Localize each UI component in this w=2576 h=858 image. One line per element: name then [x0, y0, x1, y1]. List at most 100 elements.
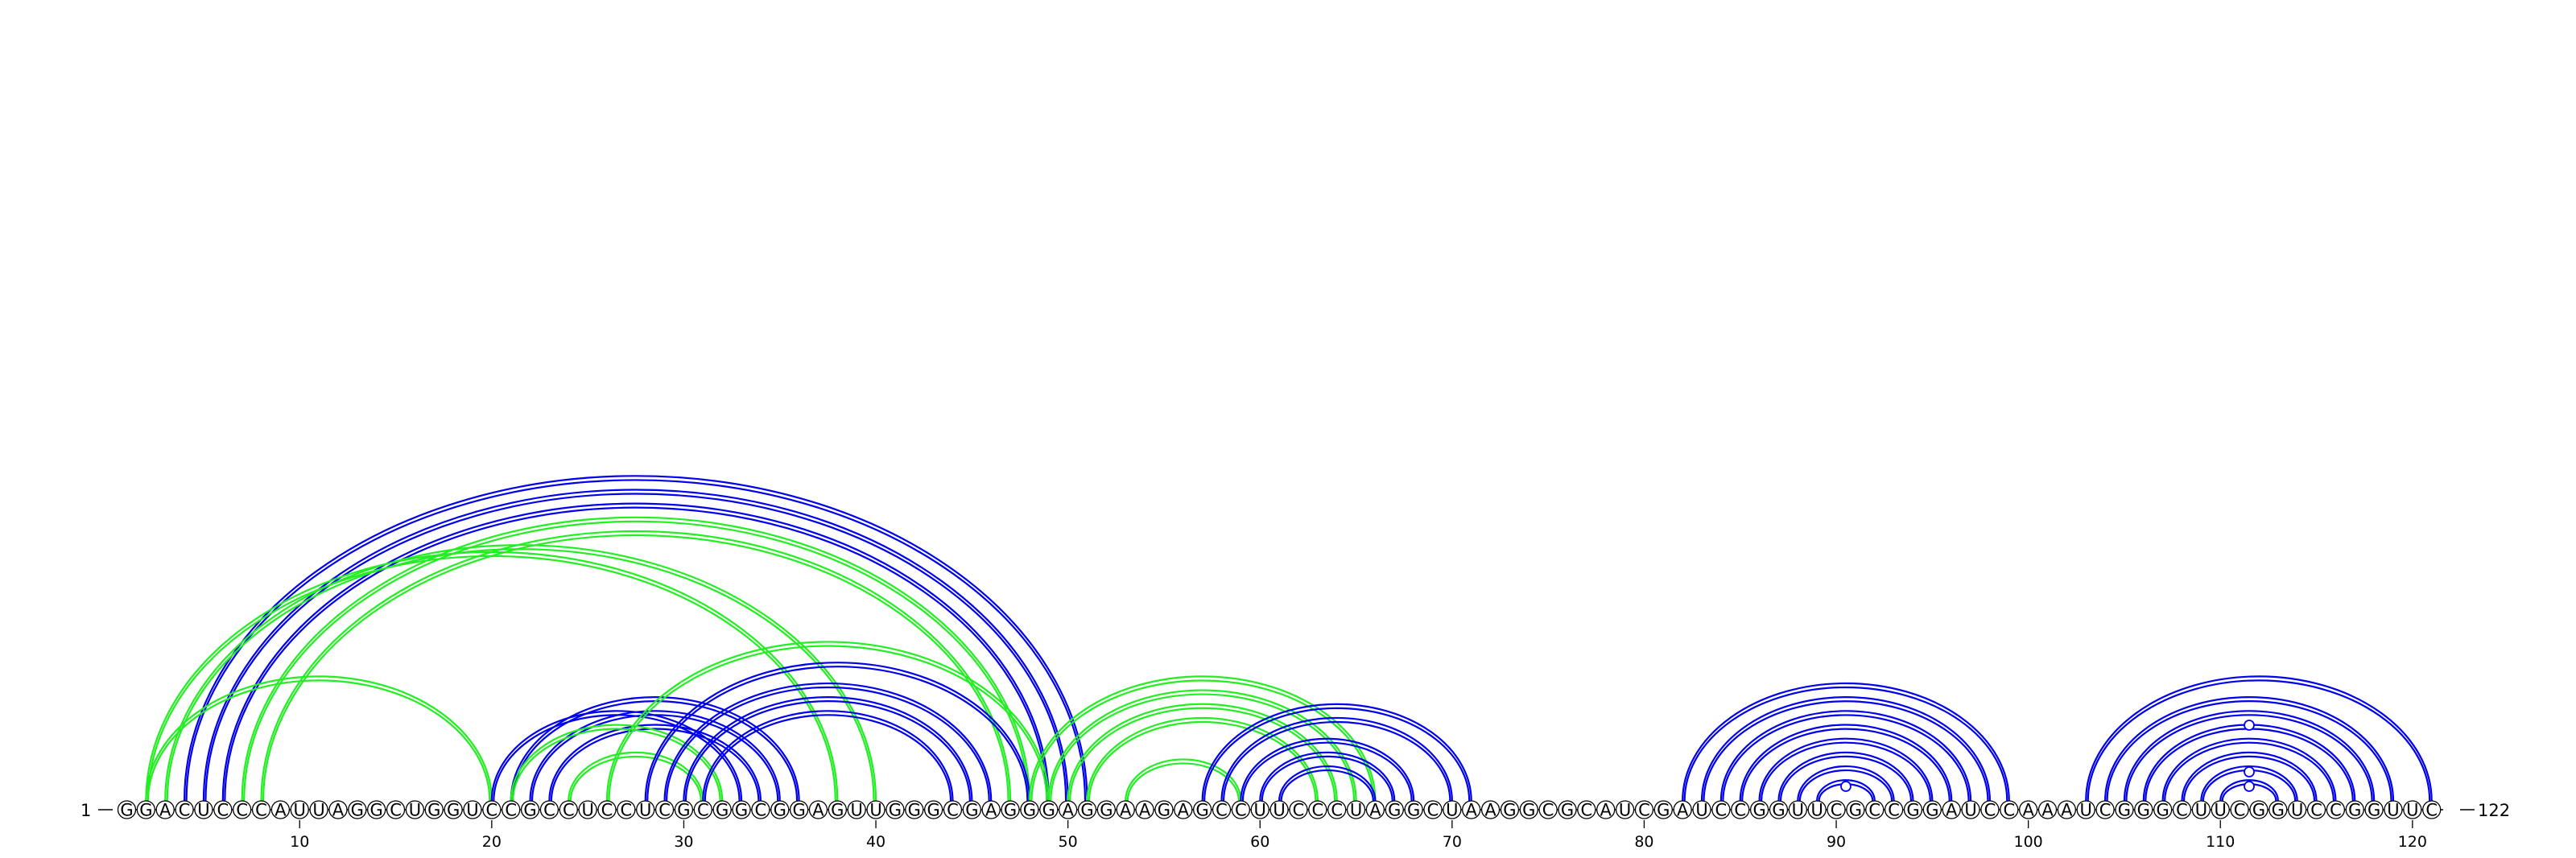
arc-21-36	[510, 696, 800, 802]
arc-50-64-inner	[1069, 707, 1336, 802]
nucleotide: U	[1615, 800, 1635, 820]
nucleotide: C	[1865, 800, 1885, 820]
nucleotide: C	[482, 800, 502, 820]
nucleotide-circle	[1212, 800, 1232, 819]
nucleotide-circle	[1231, 800, 1251, 819]
arc-58-70-inner	[1222, 720, 1451, 802]
nucleotide: G	[1558, 800, 1577, 820]
nucleotide: G	[905, 800, 924, 820]
arc-6-49	[221, 502, 1050, 802]
nucleotide: U	[2076, 800, 2095, 820]
nucleotide-letter: C	[1235, 801, 1247, 820]
nucleotide: G	[1077, 800, 1097, 820]
nucleotide: C	[1577, 800, 1596, 820]
nucleotide-circle	[1865, 800, 1885, 819]
nucleotide: A	[270, 800, 291, 820]
arc-28-48-inner	[646, 666, 1029, 802]
tick-label-10: 10	[290, 833, 309, 851]
nucleotide: G	[1039, 800, 1059, 820]
nucleotide-circle	[1846, 800, 1865, 819]
nucleotide-circle	[2191, 800, 2211, 819]
nucleotide-letter: C	[2099, 801, 2112, 820]
nucleotide: G	[2345, 800, 2364, 820]
arc-104-119-inner	[2106, 700, 2392, 802]
nucleotide-letter: C	[1831, 801, 1843, 820]
nucleotide: U	[1692, 800, 1711, 820]
nucleotide-circle	[2364, 800, 2384, 819]
nucleotide: A	[1462, 800, 1481, 820]
nucleotide-letter: C	[236, 801, 248, 820]
nucleotide: U	[194, 800, 213, 820]
nucleotide-letter: C	[697, 801, 709, 820]
nucleotide-letter: C	[1984, 801, 1996, 820]
nucleotide-circle	[1692, 800, 1711, 819]
nucleotide-letter: C	[658, 801, 671, 820]
arc-107-116	[2161, 737, 2337, 802]
nucleotide: U	[463, 800, 482, 820]
nucleotide: C	[1731, 800, 1750, 820]
nucleotide: A	[1942, 800, 1961, 820]
nucleotide-letter: G	[1772, 801, 1785, 820]
nucleotide-circle	[2134, 800, 2153, 819]
nucleotide-circle	[597, 800, 617, 819]
nucleotide: U	[290, 800, 309, 820]
arc-89-92	[1816, 779, 1876, 802]
nucleotide: G	[367, 800, 386, 820]
nucleotide-circle	[617, 800, 636, 819]
nucleotide-letter: C	[1888, 801, 1900, 820]
nucleotide-letter: U	[1810, 801, 1823, 820]
arc-108-115-inner	[2182, 755, 2316, 802]
arc-7-48	[241, 516, 1031, 802]
nucleotide: C	[2306, 800, 2326, 820]
nucleotide-circle	[2153, 800, 2173, 819]
nucleotide: G	[828, 800, 847, 820]
nucleotide: C	[1634, 800, 1654, 820]
nucleotide-letter: A	[1484, 801, 1496, 820]
nucleotide-circle	[2384, 800, 2403, 819]
nucleotide: G	[789, 800, 809, 820]
arc-86-95-inner	[1761, 741, 1931, 802]
nucleotide-circle	[194, 800, 213, 819]
nucleotide-circle	[1365, 800, 1385, 819]
arc-85-96-inner	[1741, 728, 1951, 802]
ticks-layer: 10 20 30 40 50 60 70 80 90 100 110 120	[290, 820, 2427, 851]
nucleotide-circle	[1308, 800, 1327, 819]
nucleotide-circle	[1462, 800, 1481, 819]
nucleotide-letter: A	[2061, 801, 2073, 820]
tick-label-40: 40	[866, 833, 886, 851]
nucleotide-letter: C	[947, 801, 959, 820]
nucleotide: A	[1365, 800, 1385, 820]
nucleotide: U	[1250, 800, 1269, 820]
nucleotide-circle	[1942, 800, 1961, 819]
nucleotide-letter: G	[370, 801, 383, 820]
arc-6-49-inner	[224, 506, 1048, 802]
arc-110-113	[2219, 779, 2279, 802]
tick-label-60: 60	[1250, 833, 1269, 851]
nucleotide-circle	[502, 800, 521, 819]
nucleotide: U	[1788, 800, 1807, 820]
nucleotide-circle	[751, 800, 770, 819]
nucleotide-circle	[2057, 800, 2077, 819]
nucleotide-circle	[1731, 800, 1750, 819]
nucleotide-circle	[1058, 800, 1078, 819]
nucleotide: A	[808, 800, 828, 820]
nucleotide-letter: G	[1752, 801, 1765, 820]
nucleotide-letter: C	[255, 801, 267, 820]
arc-29-46	[663, 682, 993, 802]
nucleotide-circle	[1596, 800, 1616, 819]
nucleotide-letter: C	[1868, 801, 1880, 820]
nucleotide: C	[1308, 800, 1327, 820]
nucleotide-letter: G	[1100, 801, 1113, 820]
nucleotide-letter: G	[2118, 801, 2131, 820]
nucleotide-circle	[770, 800, 790, 819]
nucleotide: A	[328, 800, 348, 820]
nucleotide: C	[559, 800, 578, 820]
nucleotide-circle	[1884, 800, 1904, 819]
nucleotide-circle	[290, 800, 309, 819]
arc-23-34	[548, 724, 762, 802]
nucleotide-letter: G	[1158, 801, 1170, 820]
nucleotide-circle	[1327, 800, 1347, 819]
nucleotide-circle	[251, 800, 271, 819]
nucleotide-circle	[1193, 800, 1212, 819]
